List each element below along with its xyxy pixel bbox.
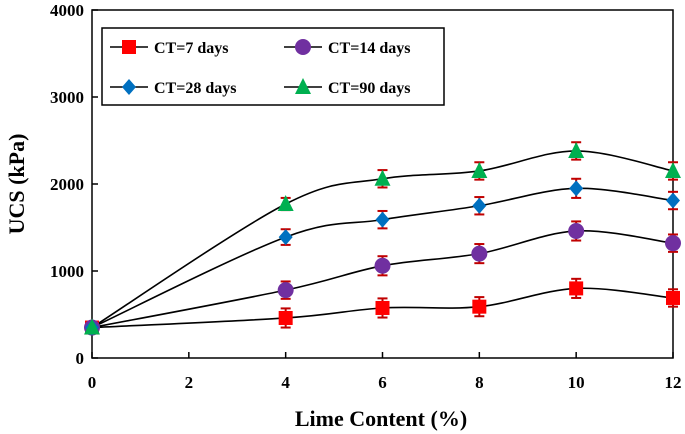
data-point-square xyxy=(569,281,584,296)
data-point-circle xyxy=(665,235,681,252)
x-tick-label: 6 xyxy=(378,373,387,392)
data-point-circle xyxy=(374,257,391,274)
series-layer xyxy=(84,141,681,336)
data-point-triangle xyxy=(374,169,391,186)
data-point-diamond xyxy=(666,192,680,209)
x-axis-title: Lime Content (%) xyxy=(295,406,467,431)
legend-marker-square xyxy=(122,40,136,54)
series-markers xyxy=(84,141,681,336)
legend-marker-triangle xyxy=(295,78,311,94)
y-tick-label: 3000 xyxy=(50,88,84,107)
x-tick-label: 8 xyxy=(475,373,484,392)
data-point-triangle xyxy=(665,161,681,178)
data-point-square xyxy=(666,290,680,305)
data-point-circle xyxy=(277,282,294,299)
data-point-triangle xyxy=(568,141,585,158)
data-point-diamond xyxy=(278,229,293,246)
legend-label: CT=14 days xyxy=(328,40,410,57)
legend-marker-diamond xyxy=(122,79,136,95)
data-point-square xyxy=(472,299,487,314)
data-point-square xyxy=(278,310,293,325)
data-point-triangle xyxy=(471,161,488,178)
data-point-triangle xyxy=(277,195,294,212)
legend-label: CT=90 days xyxy=(328,80,410,97)
data-point-circle xyxy=(471,245,488,262)
legend-entry: CT=90 days xyxy=(284,78,410,97)
x-tick-label: 10 xyxy=(568,373,585,392)
legend-entry: CT=7 days xyxy=(110,40,228,57)
data-point-triangle xyxy=(84,318,100,335)
data-point-circle xyxy=(568,222,585,239)
legend-marker-circle xyxy=(295,39,311,55)
legend: CT=7 days CT=14 days CT=28 days CT=90 days xyxy=(101,27,445,106)
legend-entry: CT=28 days xyxy=(110,79,236,97)
data-point-diamond xyxy=(472,197,487,214)
x-tick-label: 0 xyxy=(88,373,97,392)
y-axis-title: UCS (kPa) xyxy=(4,134,29,235)
x-tick-label: 2 xyxy=(185,373,194,392)
legend-box xyxy=(101,27,445,106)
y-tick-label: 0 xyxy=(76,349,85,368)
axes: 0 1000 2000 3000 4000 0 2 4 6 8 10 12 xyxy=(50,1,682,392)
y-tick-label: 4000 xyxy=(50,1,84,20)
y-tick-label: 1000 xyxy=(50,262,84,281)
data-point-square xyxy=(375,300,390,315)
legend-label: CT=28 days xyxy=(154,80,236,97)
x-tick-label: 12 xyxy=(665,373,682,392)
x-tick-label: 4 xyxy=(281,373,290,392)
y-tick-label: 2000 xyxy=(50,175,84,194)
legend-entry: CT=14 days xyxy=(284,39,410,57)
data-point-diamond xyxy=(569,180,584,197)
legend-label: CT=7 days xyxy=(154,40,228,57)
data-point-diamond xyxy=(375,211,390,228)
